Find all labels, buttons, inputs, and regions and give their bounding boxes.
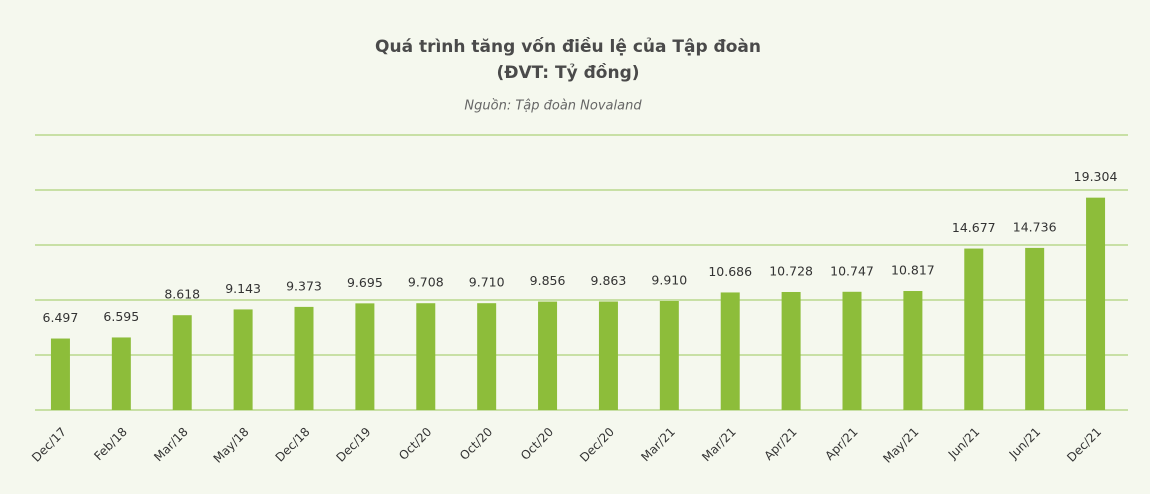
x-tick-label: Apr/21 bbox=[761, 425, 799, 463]
value-label: 10.686 bbox=[708, 264, 752, 279]
x-tick-label: Dec/21 bbox=[1064, 425, 1104, 465]
value-label: 19.304 bbox=[1074, 169, 1118, 184]
bar bbox=[659, 300, 679, 410]
bar bbox=[598, 301, 618, 410]
value-label: 6.595 bbox=[103, 309, 139, 324]
bar bbox=[842, 291, 862, 410]
value-label: 9.910 bbox=[651, 272, 687, 287]
bar bbox=[294, 306, 314, 410]
x-tick-label: Dec/18 bbox=[273, 425, 313, 465]
bar bbox=[50, 338, 70, 410]
value-label: 9.710 bbox=[469, 275, 505, 290]
x-tick-label: Oct/20 bbox=[457, 425, 495, 463]
value-label: 9.143 bbox=[225, 281, 261, 296]
x-tick-label: Jun/21 bbox=[1006, 425, 1044, 463]
value-label: 9.695 bbox=[347, 275, 383, 290]
bar bbox=[416, 303, 436, 410]
bar bbox=[477, 303, 497, 410]
value-label: 9.708 bbox=[408, 275, 444, 290]
x-tick-label: Dec/19 bbox=[334, 425, 374, 465]
bar bbox=[781, 291, 801, 410]
bar bbox=[111, 337, 131, 410]
x-tick-label: Mar/21 bbox=[699, 425, 739, 465]
bar bbox=[355, 303, 375, 410]
x-tick-label: Apr/21 bbox=[822, 425, 860, 463]
bar bbox=[1086, 197, 1106, 410]
bar bbox=[172, 315, 192, 410]
value-label: 10.728 bbox=[769, 263, 813, 278]
bar bbox=[233, 309, 253, 410]
x-tick-label: Feb/18 bbox=[91, 425, 130, 464]
chart-subtitle: (ĐVT: Tỷ đồng) bbox=[496, 62, 639, 83]
value-label: 9.863 bbox=[591, 273, 627, 288]
value-label: 9.856 bbox=[530, 273, 566, 288]
x-tick-label: Jun/21 bbox=[945, 425, 983, 463]
x-tick-label: Dec/17 bbox=[29, 425, 69, 465]
value-label: 9.373 bbox=[286, 278, 322, 293]
x-tick-label: Dec/20 bbox=[577, 425, 617, 465]
value-label: 14.736 bbox=[1013, 219, 1057, 234]
value-label: 8.618 bbox=[164, 287, 200, 302]
value-label: 10.747 bbox=[830, 263, 874, 278]
x-tick-label: Mar/18 bbox=[151, 425, 191, 465]
value-label: 10.817 bbox=[891, 263, 935, 278]
x-tick-label: Mar/21 bbox=[638, 425, 678, 465]
x-tick-label: May/18 bbox=[211, 425, 252, 466]
bar bbox=[538, 301, 558, 410]
bar bbox=[903, 291, 923, 410]
x-tick-label: Oct/20 bbox=[518, 425, 556, 463]
x-tick-label: May/21 bbox=[880, 425, 921, 466]
value-label: 6.497 bbox=[43, 310, 79, 325]
bar bbox=[964, 248, 984, 410]
x-tick-label: Oct/20 bbox=[396, 425, 434, 463]
chart-title: Quá trình tăng vốn điều lệ của Tập đoàn bbox=[375, 36, 761, 57]
value-label: 14.677 bbox=[952, 220, 996, 235]
bar bbox=[720, 292, 740, 410]
chart-source: Nguồn: Tập đoàn Novaland bbox=[464, 99, 642, 114]
bar bbox=[1025, 247, 1045, 410]
